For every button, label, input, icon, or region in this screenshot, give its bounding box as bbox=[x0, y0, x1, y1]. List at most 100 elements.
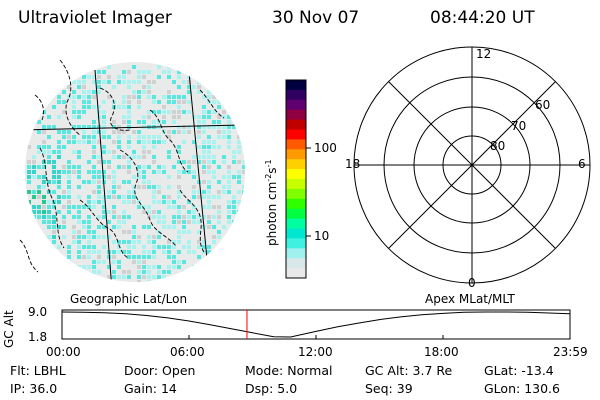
aurora-pixel bbox=[107, 210, 111, 214]
aurora-pixel bbox=[102, 120, 106, 124]
aurora-pixel bbox=[152, 275, 156, 279]
latitude-line bbox=[25, 124, 241, 131]
aurora-pixel bbox=[42, 150, 46, 154]
aurora-pixel bbox=[42, 145, 46, 149]
aurora-pixel bbox=[137, 70, 141, 74]
aurora-pixel bbox=[122, 240, 126, 244]
aurora-pixel bbox=[87, 135, 91, 139]
aurora-pixel bbox=[77, 185, 81, 189]
aurora-pixel bbox=[77, 95, 81, 99]
aurora-pixel bbox=[167, 270, 171, 274]
aurora-pixel bbox=[187, 90, 191, 94]
colorbar-cell bbox=[286, 228, 306, 239]
aurora-pixel bbox=[52, 240, 56, 244]
aurora-pixel bbox=[92, 130, 96, 134]
aurora-pixel bbox=[172, 260, 176, 264]
colorbar-cell bbox=[286, 119, 306, 130]
colorbar-cell bbox=[286, 218, 306, 229]
info-value: Open bbox=[162, 363, 196, 378]
aurora-pixel bbox=[187, 160, 191, 164]
aurora-pixel bbox=[72, 205, 76, 209]
aurora-pixel bbox=[97, 255, 101, 259]
aurora-pixel bbox=[92, 260, 96, 264]
aurora-pixel bbox=[47, 155, 51, 159]
aurora-pixel bbox=[97, 85, 101, 89]
aurora-pixel bbox=[132, 200, 136, 204]
aurora-pixel bbox=[152, 200, 156, 204]
aurora-pixel bbox=[167, 100, 171, 104]
aurora-pixel bbox=[92, 90, 96, 94]
aurora-pixel bbox=[62, 90, 66, 94]
aurora-pixel bbox=[52, 175, 56, 179]
aurora-pixel bbox=[52, 235, 56, 239]
aurora-pixel bbox=[97, 215, 101, 219]
aurora-pixel bbox=[97, 160, 101, 164]
aurora-pixel bbox=[77, 235, 81, 239]
aurora-pixel bbox=[47, 225, 51, 229]
aurora-pixel bbox=[127, 110, 131, 114]
aurora-pixel bbox=[237, 160, 241, 164]
aurora-pixel bbox=[42, 125, 46, 129]
aurora-pixel bbox=[182, 80, 186, 84]
aurora-pixel bbox=[77, 210, 81, 214]
aurora-pixel bbox=[102, 135, 106, 139]
aurora-pixel bbox=[52, 125, 56, 129]
aurora-pixel bbox=[137, 130, 141, 134]
aurora-pixel bbox=[47, 200, 51, 204]
aurora-pixel bbox=[142, 225, 146, 229]
aurora-pixel bbox=[147, 165, 151, 169]
aurora-pixel bbox=[232, 210, 236, 214]
aurora-pixel bbox=[37, 165, 41, 169]
aurora-pixel bbox=[87, 255, 91, 259]
aurora-pixel bbox=[167, 205, 171, 209]
aurora-pixel bbox=[117, 185, 121, 189]
aurora-pixel bbox=[207, 225, 211, 229]
aurora-pixel bbox=[82, 220, 86, 224]
aurora-pixel bbox=[52, 150, 56, 154]
aurora-pixel bbox=[192, 250, 196, 254]
aurora-pixel bbox=[222, 175, 226, 179]
timeline-ticks bbox=[61, 335, 571, 339]
aurora-pixel bbox=[172, 225, 176, 229]
aurora-pixel bbox=[222, 155, 226, 159]
aurora-pixel bbox=[62, 130, 66, 134]
aurora-pixel bbox=[162, 220, 166, 224]
aurora-pixel bbox=[197, 120, 201, 124]
aurora-pixel bbox=[147, 110, 151, 114]
aurora-pixel bbox=[122, 105, 126, 109]
aurora-pixel bbox=[227, 185, 231, 189]
aurora-pixel bbox=[207, 220, 211, 224]
timeline-xtick-0: 00:00 bbox=[46, 345, 81, 359]
aurora-pixel bbox=[242, 165, 245, 169]
colorbar-cell bbox=[286, 169, 306, 180]
info-key: GLon: bbox=[484, 381, 521, 396]
aurora-pixel bbox=[122, 115, 126, 119]
aurora-pixel bbox=[112, 250, 116, 254]
aurora-pixel bbox=[72, 110, 76, 114]
aurora-pixel bbox=[177, 70, 181, 74]
aurora-pixel bbox=[117, 145, 121, 149]
aurora-pixel bbox=[112, 180, 116, 184]
aurora-pixel bbox=[182, 225, 186, 229]
aurora-pixel bbox=[57, 170, 61, 174]
aurora-pixel bbox=[217, 205, 221, 209]
aurora-pixel bbox=[142, 180, 146, 184]
aurora-pixel bbox=[117, 140, 121, 144]
aurora-pixel bbox=[62, 195, 66, 199]
aurora-pixel bbox=[72, 100, 76, 104]
aurora-pixel bbox=[187, 170, 191, 174]
aurora-pixel bbox=[62, 205, 66, 209]
aurora-pixel bbox=[172, 245, 176, 249]
aurora-pixel bbox=[177, 105, 181, 109]
aurora-pixel bbox=[197, 155, 201, 159]
aurora-pixel bbox=[107, 265, 111, 269]
aurora-pixel bbox=[157, 245, 161, 249]
aurora-pixel bbox=[177, 185, 181, 189]
aurora-pixel bbox=[157, 170, 161, 174]
aurora-pixel bbox=[157, 190, 161, 194]
aurora-pixel bbox=[202, 240, 206, 244]
aurora-pixel bbox=[127, 180, 131, 184]
aurora-pixel bbox=[97, 110, 101, 114]
aurora-pixel bbox=[232, 150, 236, 154]
colorbar-cell bbox=[286, 129, 306, 140]
